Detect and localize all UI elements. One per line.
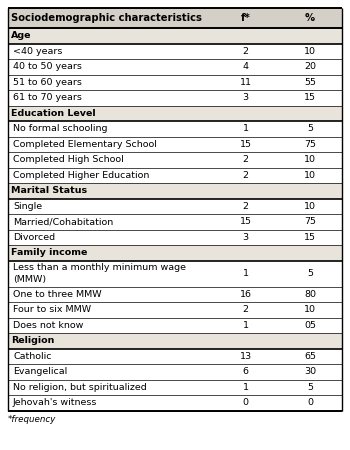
Text: 10: 10: [304, 155, 316, 164]
Text: <40 years: <40 years: [13, 47, 62, 56]
Text: Less than a monthly minimum wage: Less than a monthly minimum wage: [13, 263, 186, 272]
Bar: [8, 28, 342, 44]
Text: 80: 80: [304, 290, 316, 299]
Text: 15: 15: [240, 217, 252, 226]
Text: 55: 55: [304, 78, 316, 87]
Text: (MMW): (MMW): [13, 274, 46, 284]
Text: 2: 2: [243, 202, 248, 211]
Text: 5: 5: [307, 269, 313, 278]
Bar: [8, 379, 342, 395]
Text: One to three MMW: One to three MMW: [13, 290, 102, 299]
Text: No formal schooling: No formal schooling: [13, 124, 107, 133]
Text: *frequency: *frequency: [8, 414, 56, 423]
Text: Four to six MMW: Four to six MMW: [13, 305, 91, 314]
Bar: [8, 75, 342, 90]
Text: 2: 2: [243, 171, 248, 180]
Text: 3: 3: [243, 93, 249, 102]
Text: 15: 15: [304, 233, 316, 242]
Text: 11: 11: [240, 78, 252, 87]
Text: Religion: Religion: [11, 336, 54, 345]
Bar: [8, 230, 342, 245]
Bar: [8, 90, 342, 105]
Text: Single: Single: [13, 202, 42, 211]
Bar: [8, 105, 342, 121]
Text: Evangelical: Evangelical: [13, 367, 67, 376]
Text: Education Level: Education Level: [11, 109, 96, 118]
Text: 61 to 70 years: 61 to 70 years: [13, 93, 82, 102]
Text: 2: 2: [243, 155, 248, 164]
Text: 16: 16: [240, 290, 252, 299]
Text: 13: 13: [240, 352, 252, 361]
Text: 40 to 50 years: 40 to 50 years: [13, 62, 82, 71]
Text: 0: 0: [243, 398, 248, 407]
Text: Completed Elementary School: Completed Elementary School: [13, 140, 157, 149]
Text: 4: 4: [243, 62, 248, 71]
Bar: [8, 302, 342, 318]
Text: 10: 10: [304, 47, 316, 56]
Bar: [8, 318, 342, 333]
Bar: [8, 198, 342, 214]
Text: 15: 15: [304, 93, 316, 102]
Text: %: %: [305, 13, 315, 23]
Text: f*: f*: [241, 13, 251, 23]
Text: 75: 75: [304, 140, 316, 149]
Text: Jehovah's witness: Jehovah's witness: [13, 398, 97, 407]
Bar: [8, 333, 342, 348]
Text: Marital Status: Marital Status: [11, 186, 87, 195]
Text: 3: 3: [243, 233, 249, 242]
Text: No religion, but spiritualized: No religion, but spiritualized: [13, 383, 147, 392]
Text: Family income: Family income: [11, 248, 88, 257]
Bar: [8, 395, 342, 410]
Bar: [8, 59, 342, 75]
Text: 05: 05: [304, 321, 316, 330]
Text: 5: 5: [307, 124, 313, 133]
Bar: [8, 364, 342, 379]
Text: 10: 10: [304, 305, 316, 314]
Bar: [8, 44, 342, 59]
Bar: [8, 214, 342, 230]
Text: 20: 20: [304, 62, 316, 71]
Text: 10: 10: [304, 171, 316, 180]
Bar: [8, 245, 342, 261]
Text: Completed High School: Completed High School: [13, 155, 124, 164]
Bar: [8, 167, 342, 183]
Text: 30: 30: [304, 367, 316, 376]
Text: 2: 2: [243, 305, 248, 314]
Text: Completed Higher Education: Completed Higher Education: [13, 171, 149, 180]
Text: 0: 0: [307, 398, 313, 407]
Text: 1: 1: [243, 269, 248, 278]
Text: Does not know: Does not know: [13, 321, 83, 330]
Bar: [8, 183, 342, 198]
Text: Age: Age: [11, 31, 32, 40]
Text: 65: 65: [304, 352, 316, 361]
Text: 1: 1: [243, 383, 248, 392]
Text: 1: 1: [243, 124, 248, 133]
Text: Divorced: Divorced: [13, 233, 55, 242]
Text: 6: 6: [243, 367, 248, 376]
Text: Married/Cohabitation: Married/Cohabitation: [13, 217, 113, 226]
Bar: [8, 121, 342, 136]
Bar: [8, 348, 342, 364]
Text: 10: 10: [304, 202, 316, 211]
Text: 51 to 60 years: 51 to 60 years: [13, 78, 82, 87]
Text: Sociodemographic characteristics: Sociodemographic characteristics: [11, 13, 202, 23]
Bar: [8, 136, 342, 152]
Text: 15: 15: [240, 140, 252, 149]
Bar: [8, 8, 342, 28]
Bar: [8, 287, 342, 302]
Text: 75: 75: [304, 217, 316, 226]
Text: Catholic: Catholic: [13, 352, 51, 361]
Text: 5: 5: [307, 383, 313, 392]
Text: 2: 2: [243, 47, 248, 56]
Bar: [8, 152, 342, 167]
Text: 1: 1: [243, 321, 248, 330]
Bar: [8, 261, 342, 287]
